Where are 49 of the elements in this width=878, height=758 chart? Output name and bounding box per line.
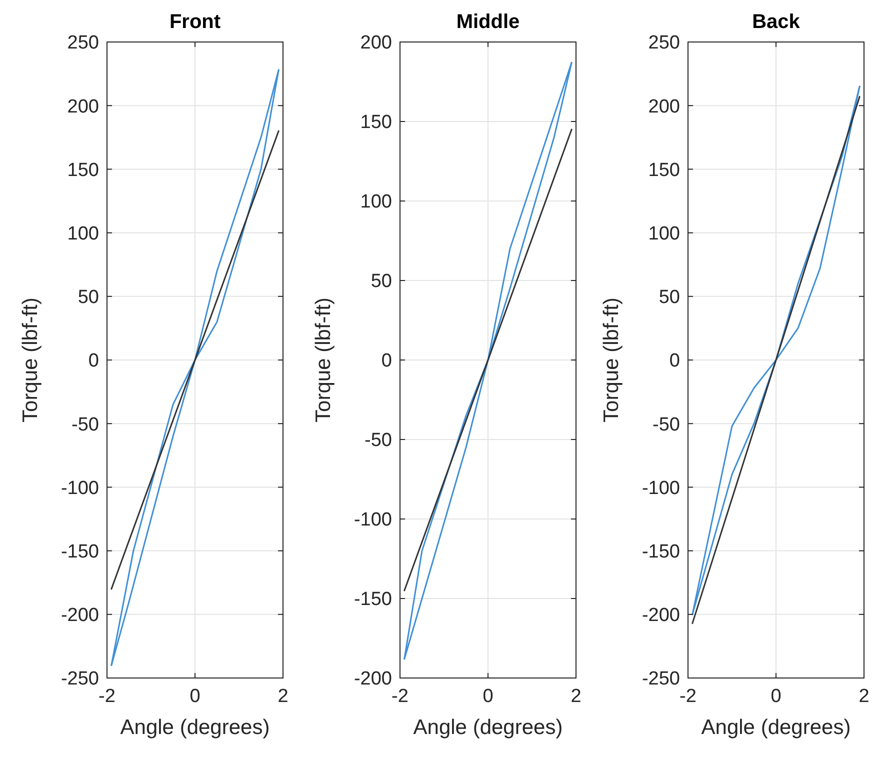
y-tick-label: -250 — [60, 668, 99, 690]
y-tick-label: 0 — [381, 350, 392, 372]
y-tick-label: 50 — [78, 287, 99, 308]
x-tick-label: 2 — [858, 686, 870, 707]
chart-title: Middle — [456, 11, 520, 33]
y-tick-label: 250 — [648, 32, 680, 54]
y-tick-label: -100 — [642, 478, 680, 499]
y-tick-label: 50 — [658, 287, 680, 308]
x-tick-label: -2 — [98, 686, 116, 707]
y-tick-label: 200 — [360, 32, 392, 54]
x-tick-label: 2 — [570, 686, 582, 707]
y-tick-label: 150 — [360, 112, 392, 134]
y-tick-label: -200 — [354, 668, 392, 690]
y-tick-label: -200 — [60, 605, 99, 626]
y-tick-label: 50 — [370, 271, 392, 292]
y-tick-label: -150 — [642, 541, 680, 562]
x-axis-title: Angle (degrees) — [120, 716, 270, 739]
y-tick-label: 100 — [67, 223, 99, 244]
x-tick-label: 2 — [278, 686, 288, 707]
y-tick-label: -50 — [72, 414, 99, 436]
y-tick-label: 100 — [648, 223, 680, 244]
y-tick-label: 0 — [669, 350, 680, 372]
x-tick-label: 0 — [190, 686, 200, 707]
y-tick-label: 250 — [67, 32, 99, 54]
x-tick-label: -2 — [392, 686, 408, 707]
x-axis-title: Angle (degrees) — [701, 716, 851, 739]
y-axis-title: Torque (lbf-ft) — [600, 298, 623, 422]
y-tick-label: -50 — [652, 414, 680, 436]
x-axis-title: Angle (degrees) — [413, 716, 563, 739]
chart-title: Front — [169, 11, 221, 33]
x-tick-label: -2 — [680, 686, 696, 707]
x-tick-label: 0 — [482, 686, 494, 707]
y-tick-label: 200 — [67, 96, 99, 118]
y-tick-label: -150 — [354, 589, 392, 610]
y-tick-label: 0 — [88, 350, 99, 372]
y-axis-title: Torque (lbf-ft) — [312, 298, 335, 422]
chart-title: Back — [752, 11, 801, 33]
y-tick-label: 100 — [360, 192, 392, 213]
y-axis-title: Torque (lbf-ft) — [19, 298, 42, 422]
x-tick-label: 0 — [770, 686, 782, 707]
y-tick-label: -150 — [60, 541, 99, 562]
y-tick-label: -100 — [354, 510, 392, 531]
y-tick-label: -200 — [642, 605, 680, 626]
y-tick-label: 150 — [648, 160, 680, 181]
y-tick-label: 150 — [67, 160, 99, 181]
y-tick-label: -50 — [364, 430, 392, 452]
y-tick-label: -250 — [642, 668, 680, 690]
y-tick-label: -100 — [60, 478, 99, 499]
y-tick-label: 200 — [648, 96, 680, 118]
